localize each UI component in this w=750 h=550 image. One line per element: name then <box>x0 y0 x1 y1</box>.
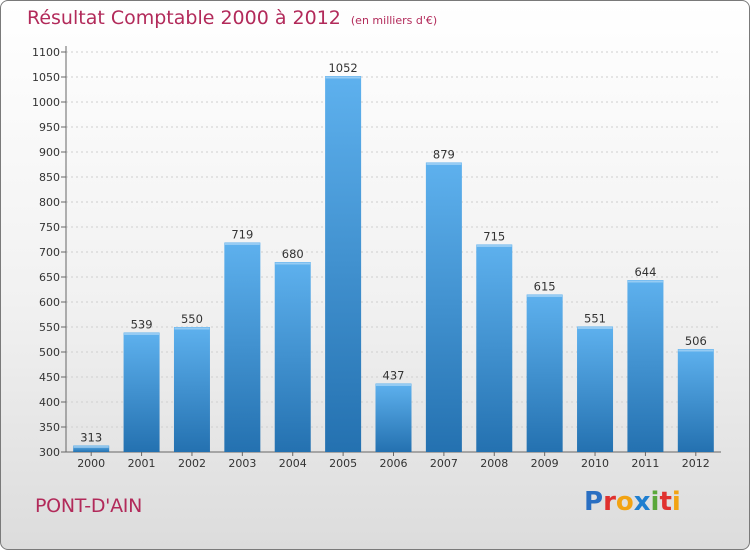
bar <box>627 280 664 452</box>
bar-highlight <box>426 163 462 165</box>
x-tick-label: 2008 <box>480 457 508 470</box>
x-tick-label: 2004 <box>279 457 307 470</box>
x-tick-label: 2002 <box>178 457 206 470</box>
bar-highlight <box>627 280 663 283</box>
bar-value-label: 644 <box>634 265 656 279</box>
bar <box>325 76 362 452</box>
logo-letter: i <box>650 487 660 517</box>
bar-highlight <box>73 446 109 448</box>
x-tick-label: 2011 <box>631 457 659 470</box>
x-tick-label: 2000 <box>77 457 105 470</box>
y-tick-label: 1000 <box>32 96 60 109</box>
bar-value-label: 551 <box>584 312 606 326</box>
y-tick-label: 400 <box>39 396 60 409</box>
logo-letter: r <box>603 487 616 517</box>
chart-title-text: Résultat Comptable 2000 à 2012 <box>27 7 341 29</box>
bar-highlight <box>275 262 311 265</box>
y-tick-label: 700 <box>39 246 60 259</box>
bar-value-label: 313 <box>80 431 102 445</box>
x-tick-label: 2012 <box>682 457 710 470</box>
bar <box>476 244 513 452</box>
bar-highlight <box>376 384 411 386</box>
bar-value-label: 539 <box>131 318 153 332</box>
bar-highlight <box>224 243 260 245</box>
y-tick-label: 450 <box>39 371 60 384</box>
bar <box>123 332 160 452</box>
bar <box>577 326 614 452</box>
y-tick-label: 550 <box>39 321 60 334</box>
bar-value-label: 719 <box>231 228 253 242</box>
chart-subtitle: (en milliers d'€) <box>350 14 438 27</box>
bar <box>425 162 462 452</box>
logo-letter: P <box>584 487 604 517</box>
y-tick-label: 750 <box>39 221 60 234</box>
y-tick-label: 1050 <box>32 71 60 84</box>
logo-letter: o <box>615 487 634 517</box>
chart-title: Résultat Comptable 2000 à 2012 (en millie… <box>27 7 437 29</box>
bar-value-label: 680 <box>282 247 304 261</box>
bar <box>173 327 210 452</box>
proxiti-logo: Proxiti <box>584 487 681 517</box>
bar-value-label: 1052 <box>328 61 357 75</box>
bar-highlight <box>174 327 210 330</box>
bar-value-label: 437 <box>383 369 405 383</box>
y-tick-label: 600 <box>39 296 60 309</box>
bar-value-label: 715 <box>483 230 505 244</box>
bar <box>224 242 261 452</box>
bar-value-label: 550 <box>181 312 203 326</box>
commune-name: PONT-D'AIN <box>35 495 143 517</box>
bar <box>274 262 311 452</box>
y-tick-label: 1100 <box>32 46 60 59</box>
bar-value-label: 615 <box>534 280 556 294</box>
y-tick-label: 500 <box>39 346 60 359</box>
y-tick-label: 300 <box>39 446 60 459</box>
x-tick-label: 2006 <box>380 457 408 470</box>
x-tick-label: 2005 <box>329 457 357 470</box>
bar <box>677 349 714 452</box>
x-tick-label: 2009 <box>531 457 559 470</box>
logo-letter: i <box>671 487 681 517</box>
bar <box>73 445 110 452</box>
bar-highlight <box>678 349 714 352</box>
x-tick-label: 2001 <box>128 457 156 470</box>
bar-highlight <box>476 245 512 247</box>
x-tick-label: 2007 <box>430 457 458 470</box>
y-tick-label: 800 <box>39 196 60 209</box>
logo-letter: t <box>659 487 672 517</box>
x-tick-label: 2003 <box>228 457 256 470</box>
y-tick-label: 850 <box>39 171 60 184</box>
y-tick-label: 900 <box>39 146 60 159</box>
y-tick-label: 650 <box>39 271 60 284</box>
y-tick-label: 350 <box>39 421 60 434</box>
bar <box>526 294 563 452</box>
bar <box>375 383 412 452</box>
x-tick-label: 2010 <box>581 457 609 470</box>
bar-value-label: 879 <box>433 148 455 162</box>
bar-highlight <box>325 76 361 79</box>
y-tick-label: 950 <box>39 121 60 134</box>
logo-letter: x <box>633 487 651 517</box>
bar-highlight <box>527 295 563 297</box>
bar-highlight <box>124 333 160 335</box>
bar-highlight <box>577 327 613 329</box>
bar-value-label: 506 <box>685 334 707 348</box>
